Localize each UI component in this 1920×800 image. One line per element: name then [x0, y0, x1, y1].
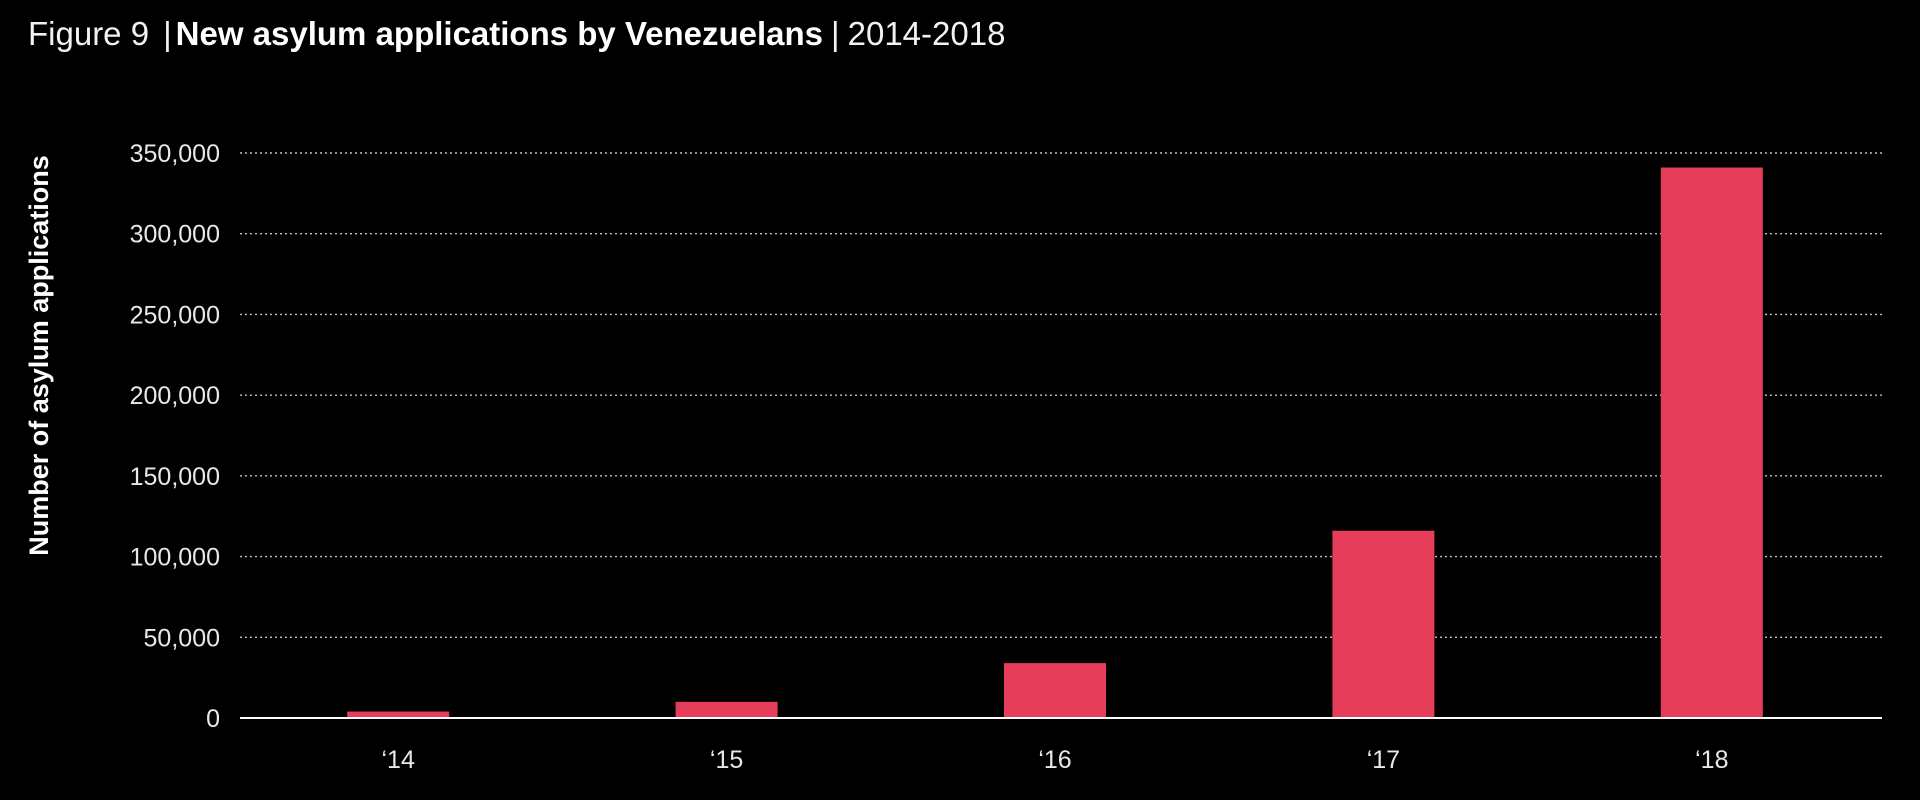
y-tick-label: 100,000	[130, 544, 220, 572]
x-tick-label: ‘17	[1367, 746, 1400, 774]
title-separator-2: |	[831, 15, 840, 52]
x-tick-label: ‘16	[1038, 746, 1071, 774]
figure-period: 2014-2018	[847, 15, 1006, 52]
y-tick-label: 200,000	[130, 382, 220, 410]
bar	[1660, 167, 1763, 718]
bar	[1004, 663, 1106, 718]
x-tick-label: ‘14	[382, 746, 415, 774]
chart-title: New asylum applications by Venezuelans	[175, 15, 824, 52]
y-tick-label: 0	[206, 705, 220, 733]
y-tick-label: 250,000	[130, 301, 220, 329]
x-tick-label: ‘15	[710, 746, 743, 774]
y-tick-label: 350,000	[130, 140, 220, 168]
title-separator: |	[163, 15, 172, 52]
bar	[675, 701, 778, 718]
y-tick-label: 50,000	[144, 624, 220, 652]
y-axis-title: Number of asylum applications	[24, 155, 54, 556]
figure-title: Figure 9 | New asylum applications by Vene…	[28, 14, 1005, 54]
x-tick-label: ‘18	[1695, 746, 1728, 774]
figure-label: Figure 9	[28, 15, 150, 52]
bar	[347, 711, 450, 718]
bar	[1332, 530, 1435, 718]
y-tick-label: 300,000	[130, 221, 220, 249]
y-tick-label: 150,000	[130, 463, 220, 491]
